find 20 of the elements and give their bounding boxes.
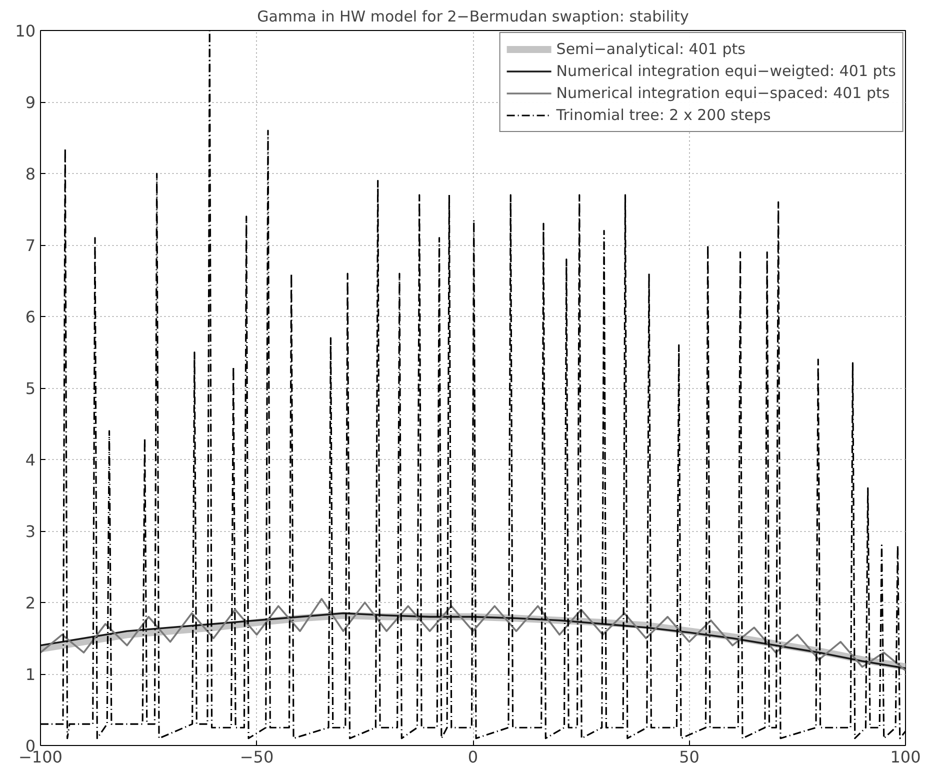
y-tick-label: 2 [25, 594, 36, 612]
line-series [40, 598, 906, 672]
y-tick-label: 9 [25, 93, 36, 112]
y-tick-label: 6 [25, 308, 36, 326]
y-tick-label: 4 [25, 450, 36, 470]
x-tick-label: 0 [468, 748, 478, 766]
legend-label: Numerical integration equi−spaced: 401 pts [556, 84, 890, 102]
y-tick-label: 5 [25, 379, 36, 398]
legend-label: Trinomial tree: 2 x 200 steps [556, 106, 771, 124]
y-tick-label: 3 [25, 522, 36, 541]
x-tick-label: −50 [240, 748, 274, 766]
chart-title: Gamma in HW model for 2−Bermudan swaption: stability [257, 8, 690, 26]
y-tick-label: 8 [25, 164, 36, 184]
y-tick-label: 1 [25, 665, 36, 684]
legend-label: Semi−analytical: 401 pts [556, 40, 746, 58]
x-tick-label: 50 [679, 748, 700, 766]
legend-label: Numerical integration equi−weigted: 401 pts [556, 62, 896, 80]
y-tick-label: 10 [15, 22, 36, 40]
x-tick-label: 100 [890, 748, 921, 766]
y-tick-label: 7 [25, 236, 36, 255]
